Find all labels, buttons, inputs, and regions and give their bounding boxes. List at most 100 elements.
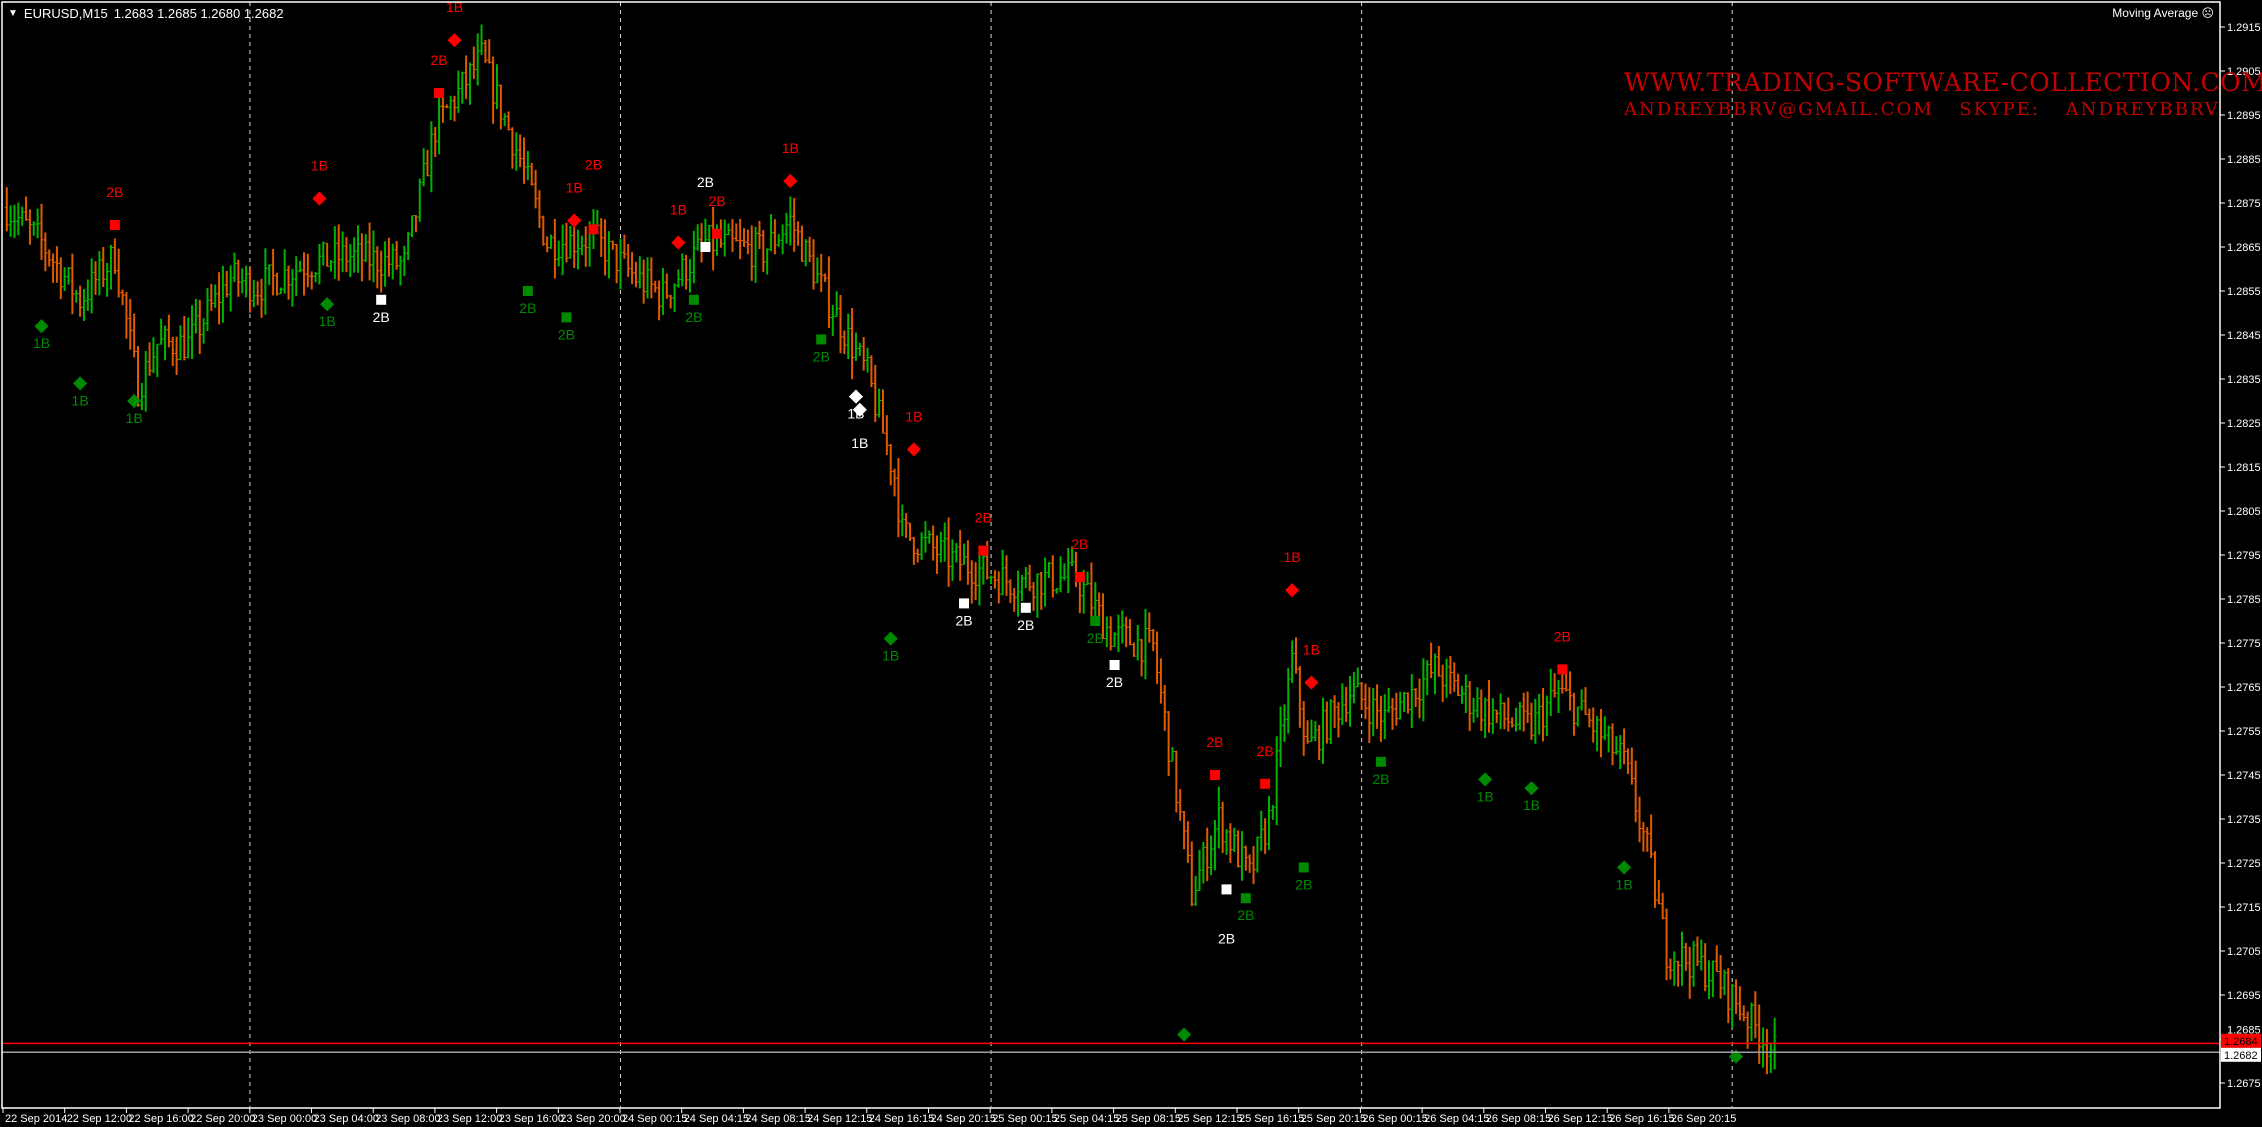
indicator-label[interactable]: Moving Average ☹ xyxy=(2112,6,2214,20)
ohlc-bar xyxy=(869,355,874,388)
ohlc-bar xyxy=(888,443,893,486)
price-tick-label: 1.2725 xyxy=(2227,858,2261,870)
time-tick-label: 25 Sep 20:15 xyxy=(1301,1113,1366,1125)
ohlc-bar xyxy=(197,299,202,355)
ohlc-bar xyxy=(448,95,453,120)
ohlc-bar xyxy=(444,104,449,109)
ohlc-bar xyxy=(545,236,550,253)
ohlc-bar xyxy=(352,237,357,273)
price-tick-label: 1.2785 xyxy=(2227,594,2261,606)
ohlc-bar xyxy=(1475,687,1480,718)
ohlc-bar xyxy=(1487,680,1491,733)
time-tick-label: 26 Sep 16:15 xyxy=(1609,1113,1674,1125)
ohlc-bar xyxy=(1305,720,1310,744)
price-axis[interactable]: 1.2915 1.2905 1.2895 1.2885 1.2875 1.2865 1.28… xyxy=(2220,22,2261,1090)
ohlc-bar xyxy=(992,570,997,589)
ohlc-bar xyxy=(660,268,665,315)
ohlc-bar xyxy=(1722,969,1727,996)
ohlc-bar xyxy=(1209,835,1214,876)
signal-label: 2B xyxy=(1218,930,1235,946)
ohlc-bar xyxy=(1236,830,1241,868)
time-tick-label: 25 Sep 16:15 xyxy=(1239,1113,1304,1125)
ohlc-bar xyxy=(359,233,364,282)
ohlc-bar xyxy=(973,562,978,601)
ohlc-bar xyxy=(85,279,90,311)
ohlc-bar xyxy=(1108,616,1113,651)
bid-price-tag: 1.2684 xyxy=(2224,1036,2258,1048)
price-tick-label: 1.2765 xyxy=(2227,682,2261,694)
ohlc-bar xyxy=(1359,682,1364,710)
ohlc-bar xyxy=(1672,951,1677,986)
ohlc-bar xyxy=(853,332,858,361)
ohlc-bar xyxy=(1317,725,1322,760)
ohlc-bar xyxy=(112,238,117,275)
ohlc-bar xyxy=(884,415,889,455)
ohlc-bar xyxy=(1290,640,1295,683)
ohlc-bar xyxy=(969,560,974,604)
ohlc-bar xyxy=(1413,688,1418,708)
ohlc-bar xyxy=(128,298,133,350)
signal-square-icon xyxy=(1240,893,1251,904)
time-tick-label: 22 Sep 2014 xyxy=(5,1113,67,1125)
ohlc-bar xyxy=(506,111,511,131)
ohlc-bar xyxy=(923,521,928,553)
ohlc-bar xyxy=(1514,707,1519,732)
signal-diamond-icon xyxy=(852,402,867,417)
ohlc-bar xyxy=(1205,827,1210,882)
ohlc-bar xyxy=(1444,658,1449,698)
ohlc-bar xyxy=(707,224,712,243)
time-tick-label: 22 Sep 20:00 xyxy=(190,1113,255,1125)
time-tick-label: 24 Sep 16:15 xyxy=(869,1113,934,1125)
ohlc-bar xyxy=(263,248,268,315)
signal-label: 2B xyxy=(1237,907,1254,923)
ohlc-bar xyxy=(1741,1005,1746,1022)
signal-diamond-icon xyxy=(320,297,335,312)
ohlc-bar xyxy=(4,187,9,232)
signal-diamond-icon xyxy=(1524,781,1539,796)
price-tick-label: 1.2685 xyxy=(2227,1024,2261,1036)
ohlc-bar xyxy=(857,342,862,356)
ohlc-bar xyxy=(730,218,735,252)
signal-label: 1B xyxy=(1616,876,1633,892)
ohlc-bar xyxy=(1255,836,1260,873)
ohlc-bar xyxy=(1552,673,1557,698)
ohlc-bar xyxy=(962,543,967,565)
ohlc-bar xyxy=(1382,694,1387,740)
ohlc-bar xyxy=(942,522,947,562)
ohlc-bar xyxy=(24,196,29,221)
ohlc-bar xyxy=(1151,629,1156,652)
ohlc-bar xyxy=(633,261,638,288)
dropdown-triangle-icon[interactable]: ▼ xyxy=(8,8,18,19)
ohlc-bar xyxy=(560,224,565,276)
ohlc-bar xyxy=(610,240,615,250)
ohlc-bar xyxy=(687,259,692,293)
ohlc-bar xyxy=(159,318,164,345)
ohlc-bar xyxy=(1197,849,1202,891)
ohlc-bar xyxy=(1363,683,1368,720)
ohlc-bar xyxy=(904,513,909,538)
ohlc-bar xyxy=(1730,983,1735,1029)
symbol-label: EURUSD,M15 xyxy=(23,6,108,21)
ohlc-bar xyxy=(105,262,110,297)
ohlc-bar xyxy=(996,571,1001,604)
ohlc-bar xyxy=(178,325,183,361)
ohlc-bar xyxy=(1143,609,1148,680)
ohlc-bar xyxy=(1502,702,1507,730)
ohlc-bar xyxy=(1533,698,1538,744)
ohlc-bar xyxy=(1278,706,1283,768)
ohlc-bar xyxy=(1332,695,1337,729)
ohlc-bar xyxy=(379,250,384,293)
time-tick-label: 23 Sep 00:00 xyxy=(252,1113,317,1125)
ohlc-bar xyxy=(838,295,843,354)
signal-label: 1B xyxy=(851,435,868,451)
ohlc-bar xyxy=(136,345,140,407)
ohlc-bar xyxy=(1579,689,1584,711)
signal-label: 1B xyxy=(782,140,799,156)
ohlc-bar xyxy=(1089,562,1094,623)
ohlc-bar xyxy=(1548,668,1553,717)
ohlc-bar xyxy=(1483,697,1488,739)
ohlc-bar xyxy=(1294,637,1298,674)
price-bars xyxy=(4,24,1777,1075)
